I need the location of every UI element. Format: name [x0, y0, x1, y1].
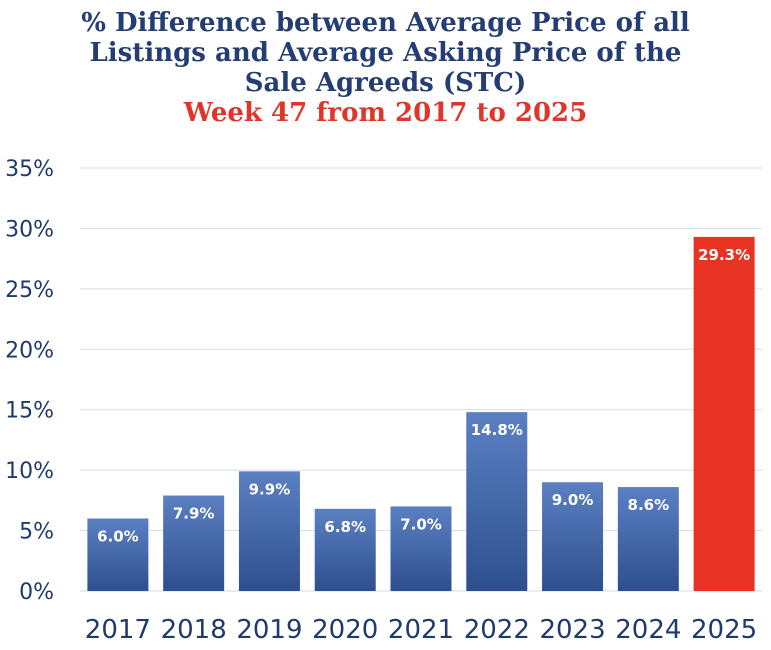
- bar-2017: [87, 518, 149, 591]
- x-tick-label: 2018: [161, 615, 227, 645]
- data-label-2019: 9.9%: [249, 480, 291, 498]
- chart-title-block: % Difference between Average Price of al…: [0, 8, 771, 128]
- x-tick-label: 2024: [615, 615, 681, 645]
- bar-2019: [238, 471, 300, 591]
- bar-2024: [617, 487, 679, 591]
- y-tick-label: 10%: [5, 459, 54, 484]
- data-label-2017: 6.0%: [97, 527, 139, 545]
- bar-2025: [693, 236, 755, 592]
- x-tick-label: 2020: [312, 615, 378, 645]
- data-label-2020: 6.8%: [324, 518, 366, 536]
- chart-title-line-1: % Difference between Average Price of al…: [81, 8, 690, 38]
- data-label-2025: 29.3%: [698, 246, 750, 264]
- y-tick-label: 15%: [5, 399, 54, 424]
- y-tick-label: 0%: [19, 580, 54, 605]
- chart-title-line-3: Sale Agreeds (STC): [244, 68, 527, 98]
- chart-title-line-2: Listings and Average Asking Price of the: [89, 38, 682, 68]
- x-tick-label: 2017: [85, 615, 151, 645]
- data-label-2018: 7.9%: [173, 505, 215, 523]
- data-label-2021: 7.0%: [400, 515, 442, 533]
- x-tick-label: 2022: [464, 615, 530, 645]
- data-label-2023: 9.0%: [552, 491, 594, 509]
- chart-subtitle: Week 47 from 2017 to 2025: [183, 98, 588, 128]
- x-tick-label: 2019: [236, 615, 302, 645]
- y-tick-label: 25%: [5, 278, 54, 303]
- bar-2021: [390, 506, 452, 591]
- bar-2022: [466, 412, 528, 591]
- x-tick-label: 2025: [691, 615, 757, 645]
- bar-2023: [542, 482, 604, 591]
- x-tick-label: 2023: [539, 615, 605, 645]
- y-axis: 0% 5% 10% 15% 20% 25% 30% 35%: [5, 157, 54, 605]
- bars: [87, 236, 755, 592]
- bar-2020: [314, 508, 376, 591]
- bar-2018: [163, 495, 225, 591]
- x-tick-label: 2021: [388, 615, 454, 645]
- data-labels: 6.0% 7.9% 9.9% 6.8% 7.0% 14.8% 9.0% 8.6% 29.3%: [97, 246, 750, 546]
- data-label-2022: 14.8%: [471, 421, 523, 439]
- y-tick-label: 35%: [5, 157, 54, 182]
- y-tick-label: 5%: [19, 520, 54, 545]
- data-label-2024: 8.6%: [628, 496, 670, 514]
- x-axis: 2017 2018 2019 2020 2021 2022 2023 2024 2025: [85, 615, 757, 645]
- y-tick-label: 30%: [5, 217, 54, 242]
- y-tick-label: 20%: [5, 338, 54, 363]
